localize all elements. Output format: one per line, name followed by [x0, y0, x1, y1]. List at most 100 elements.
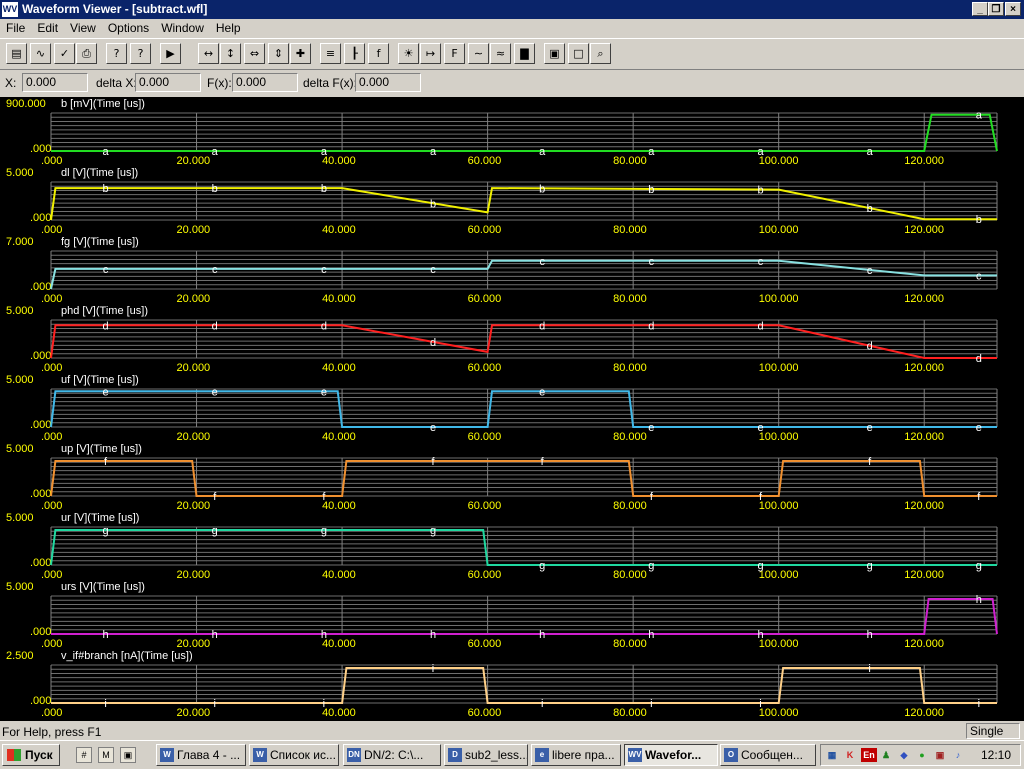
start-label: Пуск	[25, 748, 53, 762]
fx-icon[interactable]: f	[368, 43, 389, 64]
help-icon[interactable]: ?	[106, 43, 127, 64]
pan-icon[interactable]: ✚	[290, 43, 311, 64]
task-app-icon: e	[535, 748, 549, 762]
page-icon[interactable]: □	[568, 43, 589, 64]
series-marker: h	[976, 594, 982, 606]
series-marker: h	[212, 629, 218, 641]
menu-options[interactable]: Options	[107, 21, 150, 35]
taskbar-button[interactable]: WV Wavefor...	[624, 744, 718, 766]
waveform-plot-area[interactable]: 900.000 .000 b [mV](Time [us]) .000 20.000 40…	[0, 97, 1024, 721]
windows-flag-icon	[7, 749, 21, 761]
bar-icon[interactable]: ▇	[514, 43, 535, 64]
series-marker: c	[976, 270, 982, 282]
x-tick-label: 120.000	[904, 362, 944, 374]
x-tick-label: 100.000	[759, 500, 799, 512]
network-icon[interactable]: ▦	[827, 750, 837, 760]
shield-icon[interactable]: ◆	[900, 750, 908, 760]
zoom-fit-x-icon[interactable]: ↔	[198, 43, 219, 64]
x-tick-label: 100.000	[759, 155, 799, 167]
series-marker: b	[321, 183, 327, 195]
series-marker: i	[978, 698, 980, 710]
menu-window[interactable]: Window	[161, 21, 204, 35]
zoom-in-x-icon[interactable]: ⇔	[244, 43, 265, 64]
x-tick-label: 40.000	[322, 638, 356, 650]
taskbar-button[interactable]: W Список ис...	[249, 744, 339, 766]
series-marker: e	[867, 422, 873, 434]
antivirus-icon[interactable]: K	[846, 750, 854, 760]
series-marker: b	[430, 198, 436, 210]
series-marker: e	[103, 386, 109, 398]
y-max-label: 5.000	[6, 305, 34, 317]
wave-icon[interactable]: ∿	[30, 43, 51, 64]
mode-indicator: Single	[966, 723, 1020, 739]
bulb-icon[interactable]: ☀	[398, 43, 419, 64]
series-marker: b	[103, 183, 109, 195]
y-max-label: 5.000	[6, 374, 34, 386]
series-marker: a	[867, 146, 874, 158]
close-button[interactable]: ×	[1005, 2, 1021, 16]
taskbar-button[interactable]: DN DN/2: C:\...	[343, 744, 441, 766]
waveform-line	[50, 390, 997, 428]
user-icon[interactable]: ♟	[881, 750, 891, 760]
measure-icon[interactable]: ↦	[420, 43, 441, 64]
x-tick-label: 60.000	[468, 155, 502, 167]
x-tick-label: 80.000	[613, 638, 647, 650]
series-marker: i	[650, 698, 652, 710]
taskbar-button[interactable]: e libere пра...	[531, 744, 621, 766]
y-max-label: 5.000	[6, 167, 34, 179]
check-icon[interactable]: ✓	[54, 43, 75, 64]
zoom-in-y-icon[interactable]: ⇕	[268, 43, 289, 64]
run-icon[interactable]: ▶	[160, 43, 181, 64]
delta-fx-field: 0.000	[355, 73, 421, 92]
x-tick-label: 20.000	[177, 155, 211, 167]
plot-label: dl [V](Time [us])	[61, 167, 138, 179]
minimize-button[interactable]: _	[972, 2, 988, 16]
open-icon[interactable]: ▤	[6, 43, 27, 64]
x-tick-label: 20.000	[177, 431, 211, 443]
x-tick-label: 60.000	[468, 431, 502, 443]
menu-file[interactable]: File	[6, 21, 26, 35]
plot-label: phd [V](Time [us])	[61, 305, 148, 317]
menu-view[interactable]: View	[70, 21, 96, 35]
series-marker: f	[759, 491, 763, 503]
series-marker: e	[539, 386, 545, 398]
y-min-label: .000	[30, 281, 51, 293]
list-icon[interactable]: ≡	[320, 43, 341, 64]
series-marker: f	[432, 456, 436, 468]
media-icon[interactable]: ▣	[120, 747, 136, 763]
zoom-fit-y-icon[interactable]: ↕	[220, 43, 241, 64]
context-help-icon[interactable]: ?	[130, 43, 151, 64]
x-tick-label: 120.000	[904, 224, 944, 236]
menu-help[interactable]: Help	[215, 21, 241, 35]
start-button[interactable]: Пуск	[2, 744, 60, 766]
series-marker: d	[757, 320, 763, 332]
fx-measure-icon[interactable]: F	[444, 43, 465, 64]
signal-icon[interactable]: ∼	[468, 43, 489, 64]
export-icon[interactable]: ▣	[544, 43, 565, 64]
speaker-icon[interactable]: ♪	[955, 750, 961, 760]
taskbar-button[interactable]: O Сообщен...	[720, 744, 816, 766]
signal2-icon[interactable]: ≈	[490, 43, 511, 64]
menu-edit[interactable]: Edit	[37, 21, 59, 35]
x-tick-label: 20.000	[177, 362, 211, 374]
restore-button[interactable]: ❐	[988, 2, 1004, 16]
taskbar-button[interactable]: W Глава 4 - ...	[156, 744, 246, 766]
globe-icon[interactable]: ●	[919, 750, 925, 760]
series-marker: a	[648, 146, 655, 158]
zoom-icon[interactable]: ⌕	[590, 43, 611, 64]
x-tick-label: 120.000	[904, 155, 944, 167]
print-icon[interactable]: ⎙	[76, 43, 97, 64]
mail-icon[interactable]: M	[98, 747, 114, 763]
x-tick-label: 20.000	[177, 707, 211, 719]
title-bar: WV Waveform Viewer - [subtract.wfl] _ ❐ …	[0, 0, 1024, 19]
language-icon[interactable]: En	[861, 748, 877, 762]
desktop-icon[interactable]: #	[76, 747, 92, 763]
task-label: DN/2: C:\...	[364, 748, 424, 762]
app-icon[interactable]: ▣	[935, 750, 945, 760]
cursor-icon[interactable]: ┠	[344, 43, 365, 64]
series-marker: g	[976, 560, 982, 572]
y-min-label: .000	[30, 212, 51, 224]
fx-label: F(x):	[207, 76, 232, 90]
y-min-label: .000	[30, 557, 51, 569]
